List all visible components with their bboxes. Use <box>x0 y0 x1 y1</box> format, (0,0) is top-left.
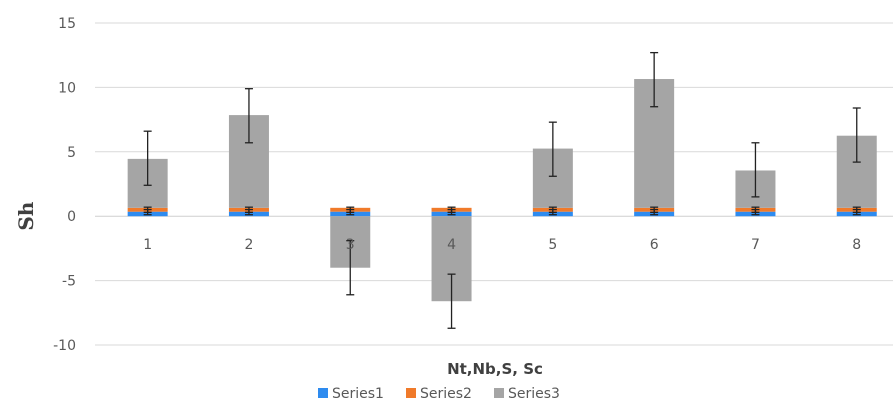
error-bar-series2-2 <box>244 206 253 213</box>
bars <box>127 79 877 302</box>
legend-label: Series1 <box>332 386 384 402</box>
y-axis-label: Sh <box>14 201 38 230</box>
error-bar-series3-6 <box>650 51 659 108</box>
y-tick-label: -10 <box>53 338 76 354</box>
x-tick-label: 4 <box>447 237 456 253</box>
error-bars <box>143 51 861 329</box>
error-bar-series3-8 <box>852 107 861 163</box>
error-bar-series3-5 <box>548 121 557 177</box>
x-tick-label: 7 <box>751 237 760 253</box>
error-bar-series3-4 <box>447 273 456 329</box>
legend-swatch <box>494 388 504 398</box>
error-bar-series2-7 <box>751 206 760 213</box>
x-axis-label: Nt,Nb,S, Sc <box>447 360 543 378</box>
error-bar-series3-1 <box>143 130 152 186</box>
error-bar-series3-2 <box>244 88 253 144</box>
legend-item-series1: Series1 <box>318 386 384 402</box>
gridlines <box>95 22 893 346</box>
error-bar-series2-1 <box>143 206 152 213</box>
legend-swatch <box>318 388 328 398</box>
x-tick-label: 6 <box>650 237 659 253</box>
error-bar-series2-8 <box>852 206 861 213</box>
legend-item-series2: Series2 <box>406 386 472 402</box>
error-bar-series2-3 <box>346 206 355 213</box>
error-bar-series2-4 <box>447 206 456 213</box>
y-axis-ticks: -10 -5 0 5 10 15 <box>53 16 76 354</box>
x-axis-ticks: 1 2 3 4 5 6 7 8 <box>143 237 861 253</box>
legend: Series1 Series2 Series3 <box>318 386 560 402</box>
y-tick-label: 10 <box>58 80 76 96</box>
x-tick-label: 1 <box>143 237 152 253</box>
x-tick-label: 8 <box>852 237 861 253</box>
legend-label: Series2 <box>420 386 472 402</box>
x-tick-label: 2 <box>244 237 253 253</box>
error-bar-series2-5 <box>548 206 557 213</box>
error-bar-series2-6 <box>650 206 659 213</box>
legend-item-series3: Series3 <box>494 386 560 402</box>
x-tick-label: 3 <box>346 237 355 253</box>
y-tick-label: 0 <box>67 209 76 225</box>
x-tick-label: 5 <box>548 237 557 253</box>
error-bar-series3-3 <box>346 240 355 296</box>
legend-swatch <box>406 388 416 398</box>
y-tick-label: 5 <box>67 145 76 161</box>
y-tick-label: 15 <box>58 16 76 32</box>
y-tick-label: -5 <box>62 274 76 290</box>
error-bar-series3-7 <box>751 142 760 198</box>
legend-label: Series3 <box>508 386 560 402</box>
